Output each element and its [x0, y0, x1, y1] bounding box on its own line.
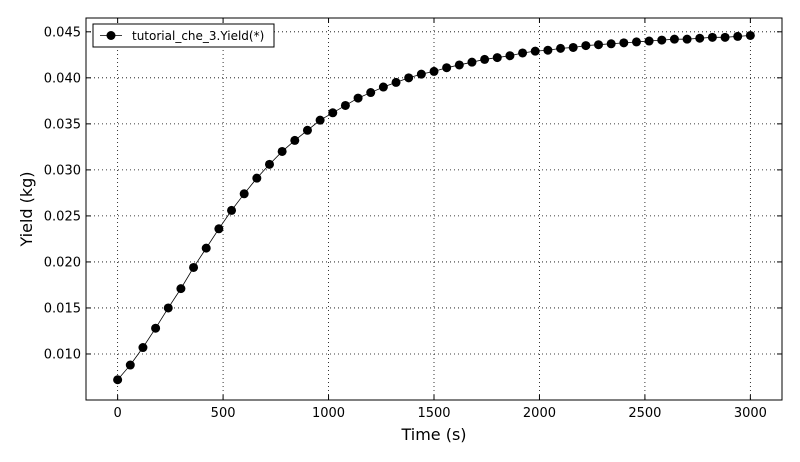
data-point — [733, 31, 743, 41]
x-tick-label: 3000 — [734, 406, 767, 421]
data-point — [606, 39, 616, 49]
y-tick-label: 0.030 — [44, 163, 81, 178]
data-point — [657, 35, 667, 45]
data-point — [480, 54, 490, 64]
data-point — [277, 146, 287, 156]
data-point — [252, 173, 262, 183]
data-point — [176, 284, 186, 294]
data-point — [264, 159, 274, 169]
data-point — [492, 53, 502, 63]
data-point — [505, 51, 515, 61]
data-point — [556, 43, 566, 53]
x-tick-label: 0 — [113, 406, 121, 421]
grid — [86, 18, 782, 400]
legend-box — [92, 23, 275, 48]
y-tick-label: 0.045 — [44, 25, 81, 40]
x-axis-label: Time (s) — [400, 425, 466, 444]
data-point — [518, 48, 528, 58]
data-point — [214, 224, 224, 234]
y-tick-label: 0.035 — [44, 117, 81, 132]
data-point — [631, 37, 641, 47]
data-point — [682, 34, 692, 44]
data-point — [366, 88, 376, 98]
data-point — [669, 34, 679, 44]
data-point — [404, 73, 414, 83]
data-point — [391, 77, 401, 87]
data-point — [125, 360, 135, 370]
data-point — [163, 303, 173, 313]
data-point — [138, 343, 148, 353]
data-point — [113, 375, 123, 385]
data-point — [581, 41, 591, 51]
y-tick-label: 0.025 — [44, 209, 81, 224]
series-layer — [113, 30, 755, 385]
legend-marker — [106, 31, 116, 40]
legend-entry-label: tutorial_che_3.Yield(*) — [132, 29, 264, 43]
x-axis-ticks: 0 500 1000 1500 2000 2500 3000 — [113, 18, 767, 421]
x-tick-label: 1500 — [417, 406, 450, 421]
data-point — [353, 93, 363, 103]
data-point — [290, 135, 300, 145]
data-point — [340, 100, 350, 110]
y-tick-label: 0.040 — [44, 71, 81, 86]
x-tick-label: 1000 — [312, 406, 345, 421]
data-point — [378, 82, 388, 92]
data-point — [328, 108, 338, 118]
data-point — [594, 40, 604, 50]
y-tick-label: 0.010 — [44, 347, 81, 362]
data-point — [454, 60, 464, 70]
data-point — [695, 33, 705, 43]
data-point — [239, 189, 249, 199]
data-point — [568, 42, 578, 52]
data-point — [619, 38, 629, 48]
series-line — [117, 35, 751, 381]
data-point — [189, 262, 199, 272]
data-point — [151, 323, 161, 333]
y-axis-label: Yield (kg) — [17, 171, 36, 247]
legend: tutorial_che_3.Yield(*) — [92, 23, 275, 48]
y-tick-label: 0.020 — [44, 255, 81, 270]
y-tick-label: 0.015 — [44, 301, 81, 316]
data-point — [530, 46, 540, 56]
data-point — [543, 45, 553, 55]
data-point — [416, 69, 426, 79]
data-point — [442, 63, 452, 73]
data-point — [720, 32, 730, 42]
x-tick-label: 500 — [211, 406, 236, 421]
y-axis-ticks: 0.010 0.015 0.020 0.025 0.030 0.035 0.040 0.045 — [44, 25, 782, 362]
x-tick-label: 2000 — [523, 406, 556, 421]
data-point — [315, 115, 325, 125]
data-point — [302, 125, 312, 135]
data-point — [745, 30, 755, 40]
data-point — [227, 205, 237, 215]
data-point — [467, 57, 477, 67]
data-point — [644, 36, 654, 46]
data-point — [201, 243, 211, 253]
data-point — [429, 66, 439, 76]
x-tick-label: 2500 — [628, 406, 661, 421]
data-point — [707, 32, 717, 42]
